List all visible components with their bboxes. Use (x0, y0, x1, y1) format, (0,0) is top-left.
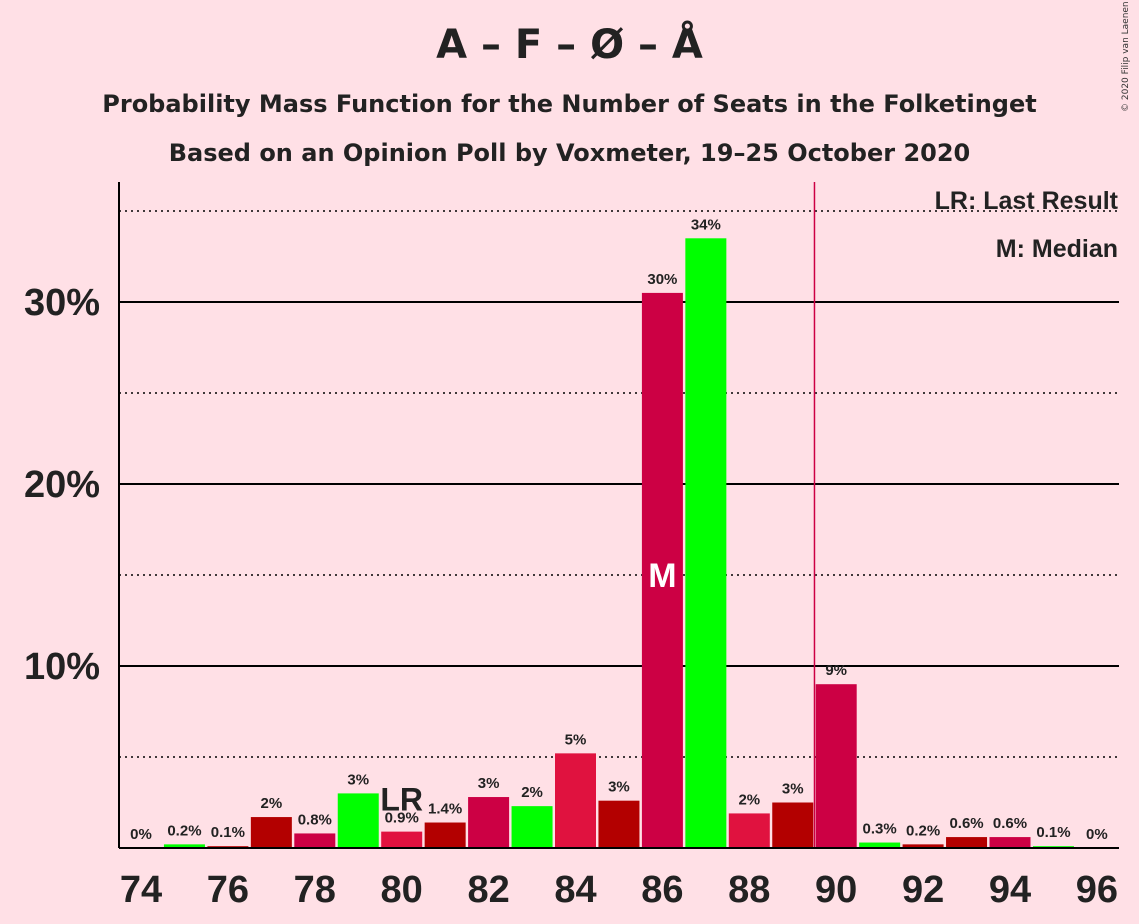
bar-label-seat-95: 0.1% (1036, 824, 1070, 841)
x-tick-label: 76 (207, 869, 249, 911)
bar-label-seat-87: 34% (691, 216, 721, 233)
x-tick-label: 78 (294, 869, 336, 911)
bar-label-seat-89: 3% (782, 781, 804, 798)
bar-seat-81 (424, 822, 466, 848)
bar-label-seat-92: 0.2% (906, 822, 940, 839)
y-tick-label: 20% (24, 464, 100, 506)
bar-label-seat-79: 3% (347, 771, 369, 788)
bar-seat-75 (163, 844, 205, 848)
x-tick-label: 82 (467, 869, 509, 911)
bar-seat-85 (598, 800, 640, 848)
bar-label-seat-96: 0% (1086, 826, 1108, 843)
bar-label-seat-85: 3% (608, 779, 630, 796)
bars (163, 238, 1074, 849)
x-tick-labels: 74 76 78 80 82 84 86 88 90 92 94 96 (120, 869, 1118, 911)
median-marker: M (648, 557, 676, 595)
bar-value-labels: 0% 0.2% 0.1% 2% 0.8% 3% 0.9% 1.4% 3% 2% 5% 3% 30% 34%… (130, 216, 1108, 843)
bar-seat-79 (337, 793, 379, 848)
x-tick-label: 92 (902, 869, 944, 911)
x-tick-label: 90 (815, 869, 857, 911)
bar-label-seat-75: 0.2% (167, 822, 201, 839)
bar-seat-78 (294, 833, 336, 848)
bar-seat-90 (815, 684, 857, 848)
bar-seat-82 (468, 797, 510, 848)
bar-label-seat-74: 0% (130, 826, 152, 843)
x-tick-label: 80 (381, 869, 423, 911)
bar-seat-77 (250, 817, 292, 848)
bar-label-seat-88: 2% (738, 791, 760, 808)
bar-seat-84 (555, 753, 596, 848)
bar-seat-93 (946, 837, 988, 848)
bar-label-seat-86: 30% (647, 271, 677, 288)
x-tick-label: 88 (728, 869, 770, 911)
legend-last-result: LR: Last Result (935, 187, 1119, 215)
bar-seat-86 (641, 292, 683, 848)
bar-seat-92 (902, 844, 944, 848)
bar-seat-83 (511, 806, 553, 848)
bar-label-seat-84: 5% (565, 731, 587, 748)
chart-title: A – F – Ø – Å (436, 22, 703, 68)
y-tick-label: 10% (24, 646, 100, 688)
last-result-marker: LR (380, 782, 423, 818)
axes (118, 182, 1119, 849)
x-tick-label: 94 (989, 869, 1031, 911)
bar-label-seat-77: 2% (261, 795, 283, 812)
bar-seat-89 (772, 802, 814, 848)
chart-subtitle: Probability Mass Function for the Number… (102, 90, 1037, 118)
bar-seat-87 (685, 238, 727, 849)
bar-label-seat-81: 1.4% (428, 801, 462, 818)
bar-seat-80 (381, 831, 423, 848)
y-tick-labels: 10% 20% 30% (24, 282, 100, 688)
chart-subtitle-source: Based on an Opinion Poll by Voxmeter, 19… (168, 139, 971, 167)
x-tick-label: 74 (120, 869, 162, 911)
bar-label-seat-80: 0.9% (385, 810, 419, 827)
x-tick-label: 96 (1076, 869, 1118, 911)
bar-label-seat-91: 0.3% (863, 821, 897, 838)
legend-median: M: Median (996, 235, 1118, 263)
bar-label-seat-78: 0.8% (298, 811, 332, 828)
bar-label-seat-94: 0.6% (993, 815, 1027, 832)
bar-label-seat-82: 3% (478, 775, 500, 792)
x-tick-label: 86 (641, 869, 683, 911)
grid-lines (119, 210, 1119, 758)
y-tick-label: 30% (24, 282, 100, 324)
bar-label-seat-83: 2% (521, 784, 543, 801)
bar-label-seat-76: 0.1% (211, 824, 245, 841)
bar-seat-91 (859, 842, 901, 848)
bar-seat-94 (989, 837, 1031, 848)
bar-label-seat-93: 0.6% (949, 815, 983, 832)
x-tick-label: 84 (554, 869, 596, 911)
bar-label-seat-90: 9% (825, 662, 847, 679)
bar-seat-88 (728, 813, 770, 848)
